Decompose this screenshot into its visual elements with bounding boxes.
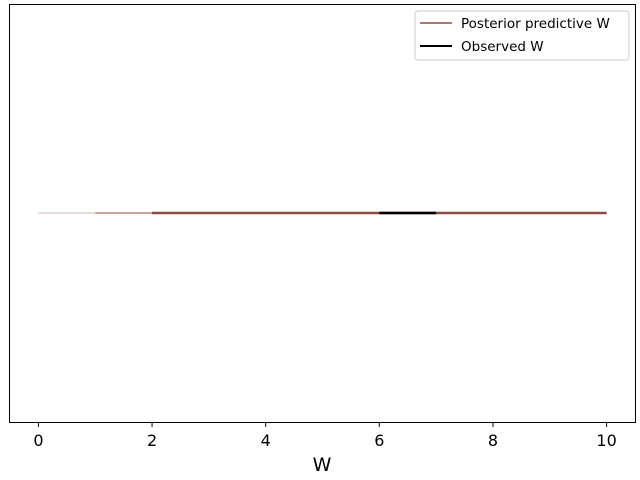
x-axis: 0 2 4 6 8 10 <box>33 422 617 450</box>
x-tick-label: 0 <box>33 431 43 450</box>
x-axis-label: W <box>313 454 332 476</box>
legend-label-observed: Observed W <box>461 39 544 55</box>
x-tick-label: 8 <box>488 431 498 450</box>
legend: Posterior predictive W Observed W <box>414 10 630 61</box>
x-tick-label: 10 <box>596 431 616 450</box>
x-tick-label: 6 <box>374 431 384 450</box>
legend-box <box>414 10 630 61</box>
x-tick-label: 4 <box>261 431 271 450</box>
x-tick-label: 2 <box>147 431 157 450</box>
legend-label-posterior-predictive: Posterior predictive W <box>461 16 610 32</box>
plot-frame <box>9 4 636 423</box>
